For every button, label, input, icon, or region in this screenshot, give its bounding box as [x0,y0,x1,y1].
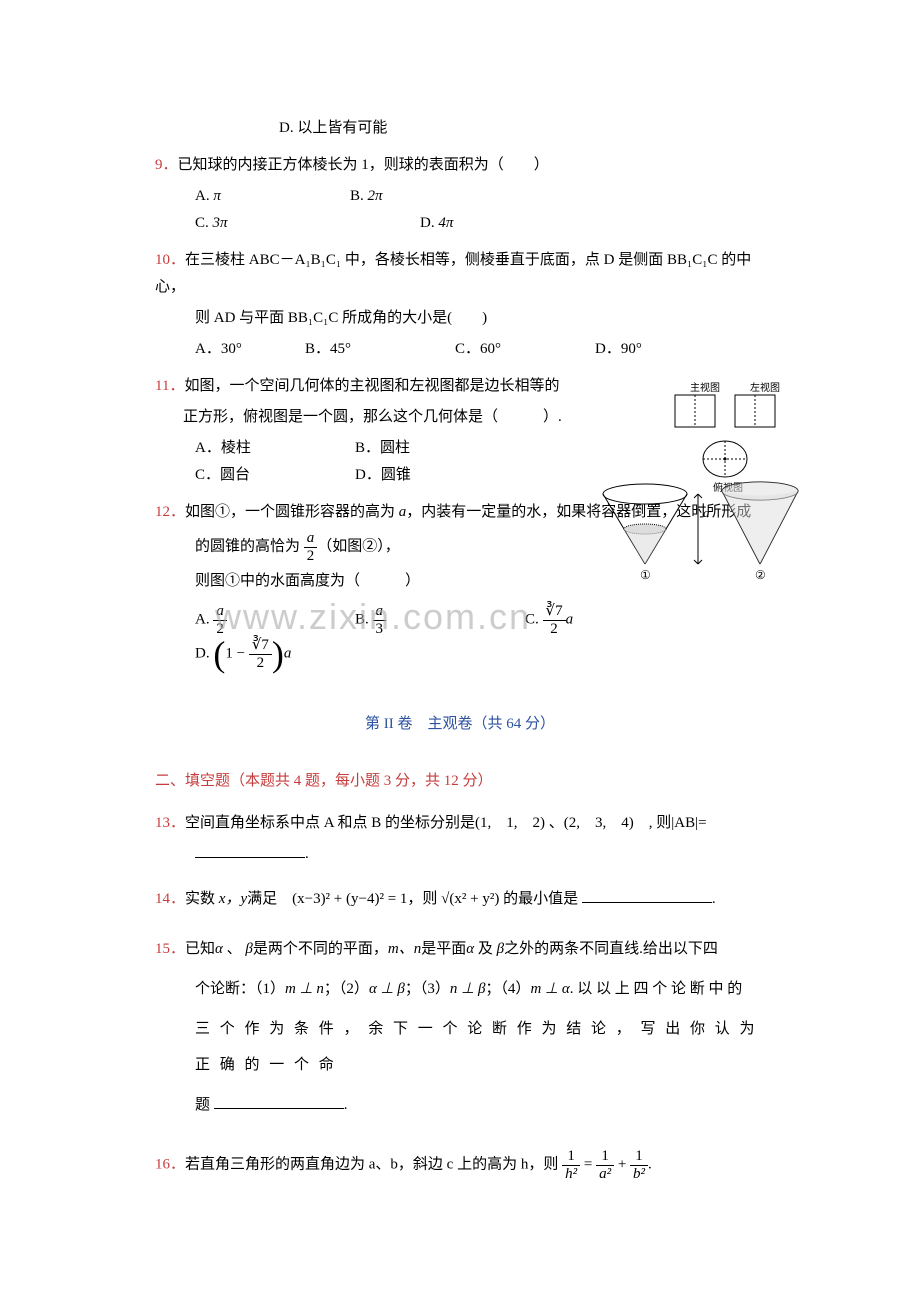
q15-line3: 三 个 作 为 条 件 ， 余 下 一 个 论 断 作 为 结 论 ， 写 出 … [155,1011,765,1083]
fill-header: 二、填空题（本题共 4 题，每小题 3 分，共 12 分） [155,768,765,795]
cones-svg: a ① ② [590,469,810,584]
q11-num: 11． [155,378,184,394]
section-2-title: 第 II 卷 主观卷（共 64 分） [155,711,765,738]
q11-optD: D．圆锥 [355,462,515,489]
q9-options: A. π B. 2π C. 3π D. 4π [155,183,765,237]
q9-stem: 9．已知球的内接正方体棱长为 1，则球的表面积为（ ） [155,152,765,179]
q15-line4: 题 . [155,1087,765,1123]
frac-b: 1b² [630,1148,648,1182]
q8-optD: D. 以上皆有可能 [155,115,765,142]
question-8-optD: D. 以上皆有可能 [155,115,765,142]
q12-optC: C. ∛72a [525,603,705,637]
q12-optA: A. a2 [195,603,355,637]
question-14: 14．实数 x，y满足 (x−3)² + (y−4)² = 1，则 √(x² +… [155,886,765,913]
q16-line1: 16．若直角三角形的两直角边为 a、b，斜边 c 上的高为 h，则 1h² = … [155,1148,765,1182]
cone-figure: a ① ② [590,469,810,584]
q13-blank-line: . [155,841,765,868]
label-main-view: 主视图 [690,381,720,394]
q13-line1: 13．空间直角坐标系中点 A 和点 B 的坐标分别是(1, 1, 2) 、(2,… [155,810,765,837]
frac-a-2: a2 [304,530,318,564]
cone-label-1: ① [640,568,651,582]
q12-options: A. a2 B. a3 C. ∛72a D. (1 − ∛72)a [155,603,765,671]
frac-h: 1h² [562,1148,580,1182]
q10-line2: 则 AD 与平面 BB₁C₁C 所成角的大小是( ) [155,305,765,332]
q15-num: 15． [155,941,185,957]
question-10: 10．在三棱柱 ABC－A₁B₁C₁ 中，各棱长相等，侧棱垂直于底面，点 D 是… [155,247,765,363]
frac-a: 1a² [596,1148,614,1182]
q9-num: 9． [155,157,178,173]
q10-options: A．30° B．45° C．60° D．90° [155,336,765,363]
cone-label-2: ② [755,568,766,582]
q10-optD: D．90° [595,336,642,363]
q9-optB: B. 2π [350,183,570,210]
q15-line1: 15．已知α 、 β是两个不同的平面，m、n是平面α 及 β之外的两条不同直线.… [155,931,765,967]
q14-num: 14． [155,891,185,907]
q14-blank [582,888,712,903]
question-15: 15．已知α 、 β是两个不同的平面，m、n是平面α 及 β之外的两条不同直线.… [155,931,765,1123]
q10-line1: 10．在三棱柱 ABC－A₁B₁C₁ 中，各棱长相等，侧棱垂直于底面，点 D 是… [155,247,765,301]
q11-optA: A．棱柱 [195,435,355,462]
q10-optA: A．30° [195,336,305,363]
q9-optC: C. 3π [195,210,420,237]
label-left-view: 左视图 [750,381,780,394]
q13-num: 13． [155,815,185,831]
q10-optB: B．45° [305,336,455,363]
q12-optB: B. a3 [355,603,525,637]
q15-line2: 个论断：（1）m ⊥ n；（2）α ⊥ β；（3）n ⊥ β；（4）m ⊥ α.… [155,971,765,1007]
q15-blank [214,1094,344,1109]
q13-blank [195,843,305,858]
q9-text: 已知球的内接正方体棱长为 1，则球的表面积为（ ） [178,157,549,173]
question-9: 9．已知球的内接正方体棱长为 1，则球的表面积为（ ） A. π B. 2π C… [155,152,765,237]
cone-a-label: a [703,505,710,520]
q16-num: 16． [155,1156,185,1172]
question-13: 13．空间直角坐标系中点 A 和点 B 的坐标分别是(1, 1, 2) 、(2,… [155,810,765,868]
q11-optC: C．圆台 [195,462,355,489]
q9-optA: A. π [195,183,350,210]
q10-num: 10． [155,252,185,268]
q14-line1: 14．实数 x，y满足 (x−3)² + (y−4)² = 1，则 √(x² +… [155,886,765,913]
q11-t1: 如图，一个空间几何体的主视图和左视图都是边长相等的 [184,378,559,394]
question-12: a ① ② 12．如图①，一个圆锥形容器的高为 a，内装有一定量的水，如果将容器… [155,499,765,671]
q10-t1: 在三棱柱 ABC－A₁B₁C₁ 中，各棱长相等，侧棱垂直于底面，点 D 是侧面 … [155,252,751,295]
q11-optB: B．圆柱 [355,435,515,462]
q12-num: 12． [155,504,185,520]
q9-optD: D. 4π [420,210,453,237]
q12-optD: D. (1 − ∛72)a [195,637,291,671]
question-16: 16．若直角三角形的两直角边为 a、b，斜边 c 上的高为 h，则 1h² = … [155,1148,765,1182]
q10-optC: C．60° [455,336,595,363]
